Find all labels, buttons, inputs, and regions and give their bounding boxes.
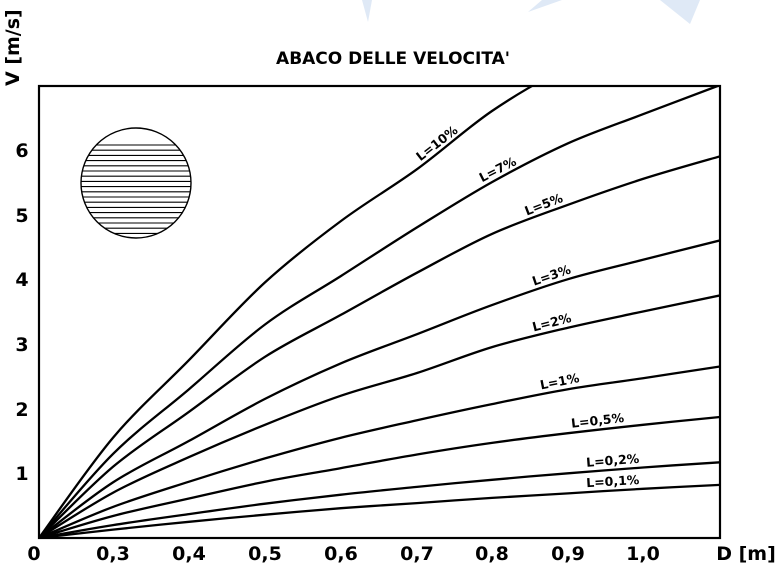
curve-line [39, 294, 720, 538]
curve-label: L=0,5% [570, 410, 625, 431]
pipe-section-symbol [80, 127, 192, 239]
x-tick-label: 0,8 [475, 543, 509, 565]
curve-line [39, 461, 720, 538]
curve-label: L=7% [476, 153, 519, 185]
x-axis-label: D [m] [716, 543, 776, 565]
y-axis-label: V [m/s] [2, 9, 24, 86]
y-axis-ticks: 1 2 3 4 5 6 [15, 140, 28, 485]
chart-title: ABACO DELLE VELOCITA' [276, 49, 510, 69]
x-tick-label: 1,0 [626, 543, 660, 565]
curve-line [39, 365, 720, 538]
plot-frame [37, 84, 722, 540]
x-tick-label: 0,3 [96, 543, 130, 565]
x-tick-label: 0,7 [400, 543, 434, 565]
curve-line [39, 415, 720, 538]
watermark [362, 0, 700, 24]
curves-group [39, 86, 720, 538]
curve-label: L=0,1% [586, 472, 640, 490]
curve-line [39, 239, 720, 538]
y-tick-label: 1 [15, 463, 28, 485]
y-tick-label: 4 [15, 269, 28, 291]
x-tick-label: 0,9 [551, 543, 585, 565]
curve-line [39, 483, 720, 538]
curve-line [39, 86, 535, 538]
x-tick-label: 0,4 [172, 543, 206, 565]
curve-labels-group: L=10%L=7%L=5%L=3%L=2%L=1%L=0,5%L=0,2%L=0… [413, 122, 640, 490]
y-tick-label: 3 [15, 334, 28, 356]
curve-label: L=10% [413, 122, 461, 164]
x-tick-label: 0,6 [324, 543, 358, 565]
curve-line [39, 155, 720, 538]
y-tick-label: 2 [15, 399, 28, 421]
y-tick-label: 5 [15, 205, 28, 227]
x-tick-label: 0,5 [248, 543, 282, 565]
x-axis-ticks: 0 0,3 0,4 0,5 0,6 0,7 0,8 0,9 1,0 [27, 543, 659, 565]
curve-line [39, 86, 720, 538]
y-tick-label: 6 [15, 140, 28, 162]
x-tick-label: 0 [27, 543, 40, 565]
curve-label: L=0,2% [586, 451, 641, 470]
